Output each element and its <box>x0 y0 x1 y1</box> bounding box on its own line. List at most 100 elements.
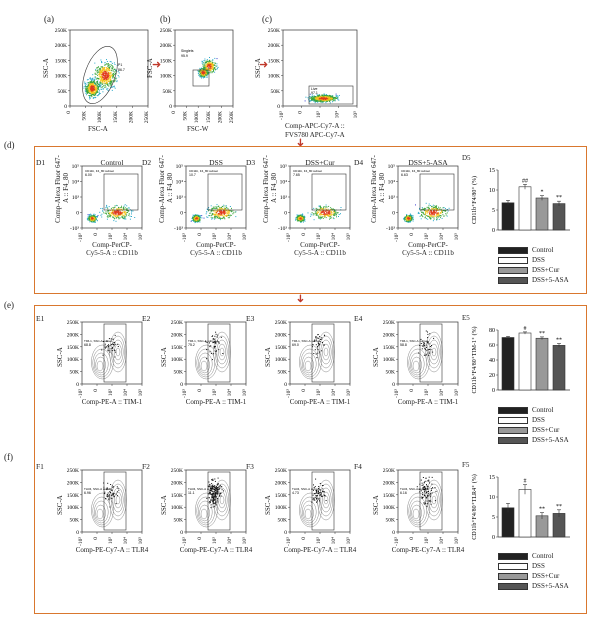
event-dot <box>427 349 429 351</box>
event-dot <box>297 218 299 220</box>
event-dot <box>112 80 114 82</box>
event-dot <box>319 96 321 98</box>
legend-label: DSS <box>532 562 545 570</box>
event-dot <box>116 486 118 488</box>
event-dot <box>97 215 98 217</box>
event-dot <box>106 213 107 215</box>
event-dot <box>92 93 93 95</box>
event-dot <box>114 77 116 79</box>
event-dot <box>107 69 109 71</box>
event-dot <box>321 350 323 352</box>
event-dot <box>110 61 112 63</box>
event-dot <box>109 351 111 353</box>
event-dot <box>424 213 426 215</box>
event-dot <box>224 208 226 210</box>
event-dot <box>229 206 231 207</box>
ytick-label: 40 <box>489 358 495 364</box>
event-dot <box>108 85 110 87</box>
flow-d2-xtick-label: 10³ <box>212 233 218 241</box>
event-dot <box>313 99 315 101</box>
event-dot <box>101 70 103 72</box>
flow-e1-xtick-label: 10³ <box>108 389 114 397</box>
event-dot <box>92 91 94 93</box>
event-dot <box>113 62 115 64</box>
event-dot <box>319 341 321 343</box>
event-dot <box>319 207 321 209</box>
event-dot <box>219 207 221 209</box>
ylabel-2: SSC-A <box>264 347 272 367</box>
group-title-2: DSS+Cur <box>305 158 335 167</box>
event-dot <box>338 99 340 101</box>
event-dot <box>210 493 212 495</box>
flow-f1-ytick-label: 200K <box>67 480 79 486</box>
event-dot <box>424 345 426 347</box>
event-dot <box>409 218 411 220</box>
legend-swatch <box>498 562 528 570</box>
event-dot <box>208 63 210 65</box>
event-dot <box>408 215 410 217</box>
gate-singlets-label: Singlets <box>181 49 194 53</box>
event-dot <box>316 214 318 216</box>
event-dot <box>102 67 104 69</box>
event-dot <box>119 207 121 208</box>
event-dot <box>110 64 112 66</box>
event-dot <box>92 77 94 79</box>
event-dot <box>417 211 419 213</box>
event-dot <box>201 62 203 64</box>
event-dot <box>331 97 333 99</box>
event-dot <box>125 208 127 210</box>
event-dot <box>425 330 427 332</box>
event-dot <box>91 81 93 83</box>
event-dot <box>431 206 432 208</box>
event-dot <box>222 212 224 214</box>
event-dot <box>230 210 232 212</box>
event-dot <box>89 93 91 94</box>
event-dot <box>320 205 321 207</box>
ytick-label: 15 <box>489 168 495 174</box>
event-dot <box>121 206 123 208</box>
event-dot <box>98 91 100 93</box>
event-dot <box>109 79 111 81</box>
event-dot <box>98 86 100 88</box>
event-dot <box>338 214 340 215</box>
event-dot <box>338 216 339 217</box>
event-dot <box>210 69 212 71</box>
xlabel-a: FSC-A <box>88 125 108 133</box>
event-dot <box>227 208 229 210</box>
event-dot <box>420 210 422 212</box>
event-dot <box>91 78 93 80</box>
event-dot <box>101 83 103 85</box>
event-dot <box>208 210 209 212</box>
event-dot <box>313 96 315 98</box>
event-dot <box>122 215 124 217</box>
event-dot <box>448 207 450 209</box>
event-dot <box>211 490 213 492</box>
event-dot <box>336 98 338 99</box>
event-dot <box>340 207 342 208</box>
event-dot <box>96 67 98 69</box>
event-dot <box>425 354 427 356</box>
event-dot <box>203 67 205 69</box>
contour-ring <box>96 508 104 520</box>
ytick-label: 10 <box>489 495 495 501</box>
event-dot <box>94 214 96 216</box>
event-dot <box>208 215 210 217</box>
event-dot <box>302 214 304 216</box>
event-dot <box>334 213 336 215</box>
event-dot <box>110 75 112 77</box>
event-dot <box>104 69 106 71</box>
event-dot <box>121 216 123 218</box>
event-dot <box>108 350 110 352</box>
event-dot <box>207 64 209 66</box>
event-dot <box>206 211 208 213</box>
event-dot <box>112 68 113 70</box>
event-dot <box>215 217 217 219</box>
event-dot <box>207 68 209 70</box>
event-dot <box>408 220 410 222</box>
event-dot <box>101 79 103 81</box>
event-dot <box>428 354 430 356</box>
event-dot <box>212 500 214 502</box>
event-dot <box>107 345 109 347</box>
event-dot <box>105 71 107 73</box>
